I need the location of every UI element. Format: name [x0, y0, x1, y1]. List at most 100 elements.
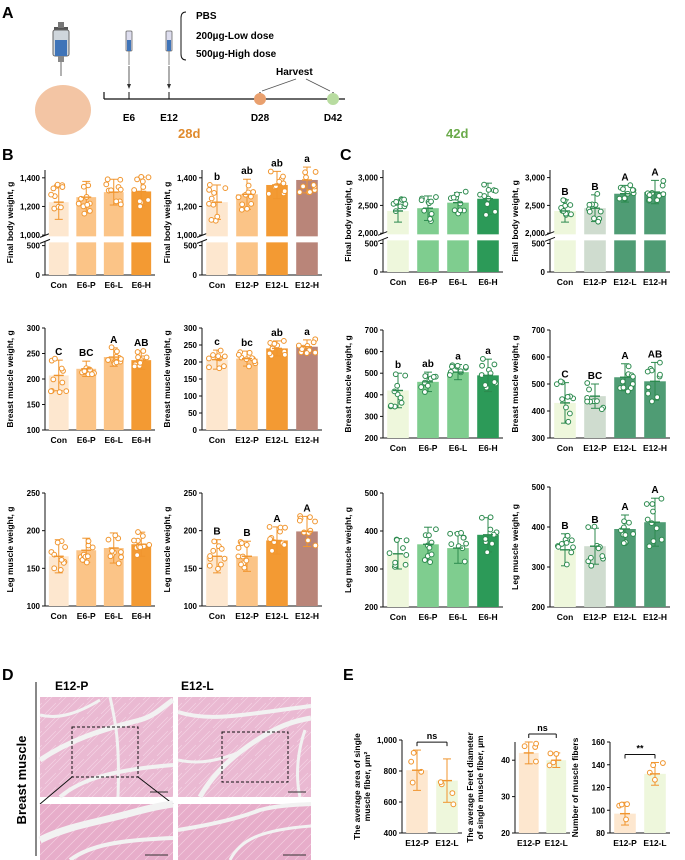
y-tick-label: 2,000 — [525, 229, 546, 238]
data-point — [654, 394, 661, 401]
chart-b6: 250 200 150 100 Leg muscle weight, g B Con B E12… — [162, 489, 322, 621]
y-axis-label: Number of muscle fibers — [570, 737, 580, 837]
data-point — [660, 191, 667, 197]
micrograph-e12p-overview — [38, 696, 175, 799]
data-point — [557, 378, 564, 385]
data-point — [267, 536, 274, 542]
data-point — [210, 352, 216, 358]
data-point — [312, 518, 318, 525]
data-point — [221, 353, 228, 360]
data-point — [392, 559, 399, 566]
day42-label: 42d — [446, 126, 468, 141]
data-point — [238, 561, 244, 568]
y-tick-label: 250 — [27, 350, 41, 359]
y-tick-label: 2,500 — [525, 201, 546, 210]
x-tick-label: E6-L — [105, 435, 123, 445]
chart-b2: 1,400 1,200 1,000 500 0 Final body weight, g b… — [162, 154, 322, 290]
data-point — [134, 552, 141, 558]
data-point — [307, 527, 314, 534]
x-tick-label: Con — [557, 443, 574, 453]
data-point — [627, 182, 634, 189]
y-tick-label: 1,000 — [377, 736, 398, 745]
y-tick-label: 120 — [592, 784, 606, 793]
data-point — [235, 553, 242, 560]
data-point — [433, 526, 439, 533]
timeline-tick-d28: D28 — [251, 113, 270, 124]
data-point — [265, 190, 272, 197]
data-point — [235, 351, 242, 358]
y-tick-label: 500 — [365, 369, 379, 378]
bar — [76, 550, 97, 606]
data-point — [450, 194, 457, 201]
data-point — [588, 562, 595, 569]
x-tick-label: E12-H — [295, 435, 319, 445]
data-point — [117, 176, 124, 183]
data-point — [621, 195, 628, 202]
y-tick-label: 3,000 — [358, 174, 379, 183]
y-tick-label: 400 — [532, 523, 546, 532]
significance-label: ** — [636, 743, 644, 753]
data-point — [269, 547, 275, 554]
data-point — [302, 169, 309, 176]
data-point — [134, 176, 140, 183]
x-tick-label: E6-L — [449, 443, 467, 453]
data-point — [245, 182, 252, 189]
chart-c5: 500 400 300 200 Leg muscle weight, g Con E6-P E… — [343, 489, 503, 622]
y-tick-label: 100 — [27, 426, 41, 435]
data-point — [107, 553, 114, 560]
data-point — [139, 533, 146, 539]
y-tick-label: 3,000 — [525, 174, 546, 183]
data-point — [564, 393, 571, 400]
data-point — [246, 363, 252, 370]
bar — [266, 242, 288, 275]
y-axis-label: The average area of single — [352, 733, 362, 840]
y-tick-label: 140 — [592, 761, 606, 770]
bar — [644, 240, 666, 272]
data-point — [218, 561, 224, 568]
y-tick-label: 20 — [501, 829, 510, 838]
x-tick-label: Con — [390, 612, 407, 622]
data-point — [491, 361, 498, 368]
x-tick-label: E6-P — [419, 277, 438, 287]
data-point — [113, 198, 120, 205]
data-point — [85, 538, 92, 545]
x-tick-label: E12-L — [613, 443, 636, 453]
bar — [614, 529, 636, 607]
data-point — [222, 185, 229, 192]
data-point — [421, 557, 428, 563]
panel-label-b: B — [2, 147, 14, 164]
data-point — [206, 355, 212, 362]
bar — [554, 549, 576, 607]
significance-label: ns — [427, 731, 438, 741]
data-point — [547, 750, 554, 757]
data-point — [400, 545, 406, 551]
y-tick-label: 40 — [501, 756, 510, 765]
bar — [584, 396, 606, 438]
data-point — [281, 188, 288, 195]
significance-letter: A — [651, 167, 658, 178]
x-tick-label: E12-P — [583, 443, 607, 453]
bar — [296, 346, 318, 430]
y-tick-label: 300 — [27, 324, 41, 333]
y-tick-label: 1,000 — [177, 231, 198, 240]
data-point — [89, 544, 96, 551]
y-tick-label: 0 — [36, 271, 41, 280]
x-tick-label: E12-P — [235, 280, 259, 290]
data-point — [652, 776, 658, 783]
data-point — [644, 368, 651, 375]
data-point — [52, 355, 58, 362]
chart-e1: 1,000 800 600 400 The average area of single… — [352, 731, 462, 848]
data-point — [586, 201, 593, 208]
y-axis-label: Final body weight, g — [510, 180, 520, 262]
y-tick-label: 0 — [541, 268, 546, 277]
data-point — [626, 519, 632, 526]
significance-letter: A — [621, 502, 628, 513]
data-point — [595, 218, 602, 225]
bar — [236, 358, 258, 430]
y-tick-label: 0 — [193, 271, 198, 280]
data-point — [449, 790, 456, 796]
y-tick-label: 200 — [365, 434, 379, 443]
y-tick-label: 0 — [374, 268, 379, 277]
data-point — [618, 801, 625, 808]
